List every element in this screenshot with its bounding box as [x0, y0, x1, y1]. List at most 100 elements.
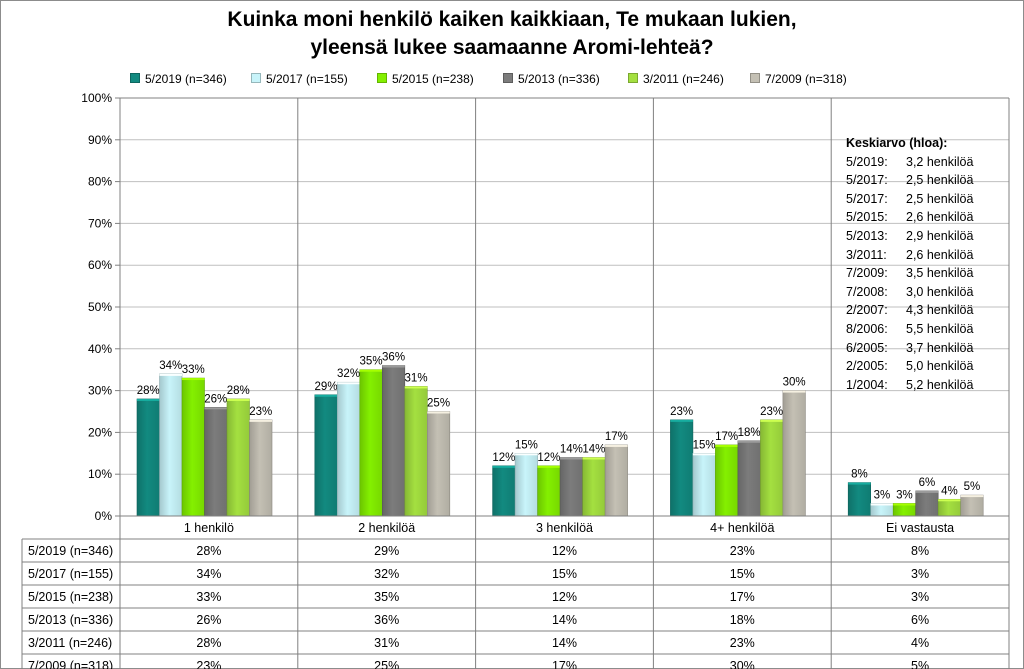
mean-value: 5,5 henkilöä: [906, 321, 974, 336]
bar: [514, 452, 538, 517]
x-category-label: 1 henkilö: [184, 521, 234, 535]
mean-box: Keskiarvo (hloa): 5/2019: 3,2 henkilöä 5/…: [846, 134, 973, 394]
mean-period: 1/2004:: [846, 377, 888, 392]
legend-item-3: 5/2015 (n=238): [377, 72, 474, 88]
mean-box-title: Keskiarvo (hloa):: [846, 136, 948, 150]
table-cell: 14%: [552, 636, 577, 650]
mean-row: 5/2017: 2,5 henkilöä: [846, 171, 973, 190]
y-tick-label: 90%: [88, 133, 112, 147]
data-label: 33%: [182, 364, 205, 376]
table-cell: 15%: [552, 567, 577, 581]
data-label: 14%: [560, 443, 583, 455]
bar-highlight: [137, 398, 160, 401]
data-label: 23%: [760, 406, 783, 418]
table-cell: 17%: [552, 659, 577, 669]
mean-period: 6/2005:: [846, 340, 888, 355]
data-label: 31%: [405, 372, 428, 384]
bar: [559, 457, 583, 517]
data-label: 15%: [693, 439, 716, 451]
y-tick-label: 20%: [88, 425, 112, 439]
table-cell: 6%: [911, 613, 929, 627]
bar: [960, 494, 984, 517]
mean-value: 5,2 henkilöä: [906, 377, 974, 392]
mean-value: 3,2 henkilöä: [906, 154, 974, 169]
data-label: 8%: [851, 469, 868, 481]
legend-swatch: [130, 73, 140, 83]
bar-highlight: [537, 465, 561, 468]
mean-row: 5/2017: 2,5 henkilöä: [846, 190, 973, 209]
table-row-header: 3/2011 (n=246): [28, 636, 112, 650]
mean-period: 7/2008:: [846, 284, 888, 299]
table-cell: 4%: [911, 636, 929, 650]
mean-value: 4,3 henkilöä: [906, 303, 974, 318]
bar-highlight: [692, 453, 716, 456]
legend-item-6: 7/2009 (n=318): [750, 72, 847, 88]
bar-highlight: [159, 373, 182, 376]
bar-highlight: [227, 398, 250, 401]
bar-highlight: [492, 465, 516, 468]
mean-value: 3,0 henkilöä: [906, 284, 974, 299]
bar: [492, 465, 516, 517]
data-label: 23%: [670, 406, 693, 418]
bar-highlight: [582, 457, 606, 460]
mean-value: 2,5 henkilöä: [906, 173, 974, 188]
mean-row: 6/2005: 3,7 henkilöä: [846, 339, 973, 358]
y-tick-label: 60%: [88, 258, 112, 272]
bar-highlight: [938, 499, 961, 502]
mean-value: 2,9 henkilöä: [906, 228, 974, 243]
table-row-header: 7/2009 (n=318): [28, 659, 113, 669]
table-cell: 23%: [730, 544, 755, 558]
table-cell: 28%: [196, 544, 221, 558]
bar-highlight: [893, 503, 916, 506]
legend-label: 7/2009 (n=318): [765, 72, 847, 86]
data-label: 3%: [896, 489, 913, 501]
table-cell: 12%: [552, 544, 577, 558]
data-label: 12%: [537, 452, 560, 464]
data-label: 25%: [427, 398, 450, 410]
mean-value: 2,6 henkilöä: [906, 210, 974, 225]
mean-period: 5/2017:: [846, 191, 888, 206]
mean-value: 5,0 henkilöä: [906, 359, 974, 374]
x-category-label: Ei vastausta: [886, 521, 954, 535]
mean-row: 1/2004: 5,2 henkilöä: [846, 376, 973, 395]
bar: [226, 398, 250, 517]
mean-value: 3,7 henkilöä: [906, 340, 974, 355]
mean-period: 8/2006:: [846, 321, 888, 336]
y-tick-label: 30%: [88, 384, 112, 398]
chart-subtitle: yleensä lukee saamaanne Aromi-lehteä?: [310, 36, 714, 59]
data-label: 14%: [582, 443, 605, 455]
bar: [692, 452, 716, 517]
bar: [847, 482, 872, 517]
bar: [336, 381, 361, 517]
bar: [359, 369, 383, 517]
legend-label: 5/2013 (n=336): [518, 72, 600, 86]
mean-value: 2,6 henkilöä: [906, 247, 974, 262]
bar-highlight: [737, 440, 761, 443]
legend-item-5: 3/2011 (n=246): [628, 72, 724, 88]
data-label: 17%: [715, 431, 738, 443]
data-label: 17%: [605, 431, 628, 443]
data-label: 12%: [492, 452, 515, 464]
mean-period: 2/2007:: [846, 303, 888, 318]
mean-period: 3/2011:: [846, 247, 887, 262]
legend-swatch: [251, 73, 261, 83]
data-label: 30%: [783, 377, 806, 389]
mean-row: 5/2019: 3,2 henkilöä: [846, 153, 973, 172]
bar-highlight: [560, 457, 583, 460]
data-label: 35%: [360, 356, 383, 368]
mean-row: 2/2005: 5,0 henkilöä: [846, 357, 973, 376]
data-label: 32%: [337, 368, 360, 380]
bar-highlight: [404, 386, 428, 389]
bar: [915, 490, 939, 517]
data-label: 5%: [964, 481, 981, 493]
table-cell: 3%: [911, 567, 929, 581]
table-row-header: 5/2013 (n=336): [28, 613, 113, 627]
chart-title: Kuinka moni henkilö kaiken kaikkiaan, Te…: [227, 8, 797, 31]
legend: 5/2019 (n=346) 5/2017 (n=155) 5/2015 (n=…: [130, 72, 890, 90]
table-cell: 8%: [911, 544, 929, 558]
bar: [715, 444, 739, 517]
legend-swatch: [503, 73, 513, 83]
y-tick-label: 80%: [88, 175, 112, 189]
legend-swatch: [628, 73, 638, 83]
bar-highlight: [314, 394, 338, 397]
